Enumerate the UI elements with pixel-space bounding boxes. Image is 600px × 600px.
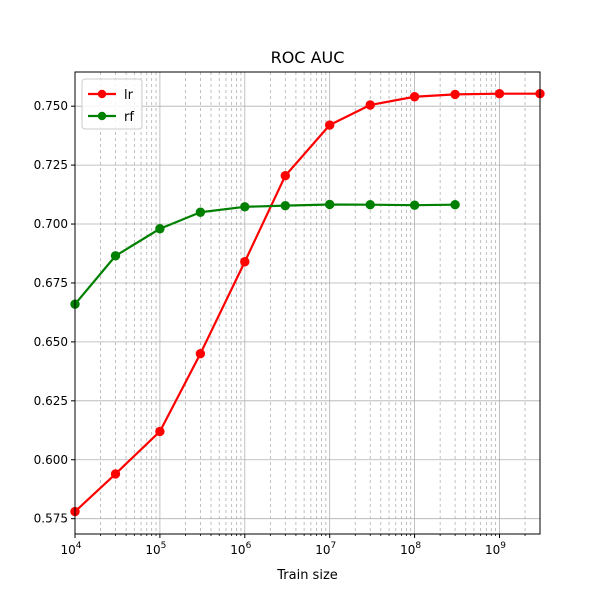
data-point-lr (324, 120, 335, 130)
series-layer (70, 88, 545, 517)
x-tick-label: 108 (400, 541, 421, 557)
x-tick-label: 109 (485, 541, 506, 557)
data-point-rf (280, 200, 291, 211)
data-point-rf (324, 199, 335, 210)
y-tick-label: 0.575 (34, 512, 68, 526)
x-tick-exponent: 9 (500, 541, 506, 551)
legend: lr rf (81, 78, 143, 130)
data-point-lr (494, 88, 505, 99)
x-tick-mantissa: 10 (145, 543, 160, 557)
y-tick-label: 0.725 (34, 158, 68, 172)
legend-label: rf (124, 110, 134, 125)
data-point-lr (155, 426, 165, 437)
series-rf (70, 199, 460, 309)
series-line-lr (74, 92, 540, 513)
x-tick-exponent: 7 (330, 541, 336, 551)
x-tick-mantissa: 10 (485, 543, 500, 557)
y-tick-label: 0.650 (34, 335, 68, 349)
x-tick-label: 106 (230, 541, 251, 557)
legend-swatch-marker (97, 111, 107, 121)
x-tick-exponent: 4 (76, 541, 82, 551)
data-point-lr (365, 100, 375, 110)
data-point-lr (110, 469, 121, 479)
plot-frame (74, 71, 541, 535)
data-point-lr (195, 348, 206, 359)
x-tick-exponent: 8 (415, 541, 421, 551)
x-tick-mantissa: 10 (60, 543, 75, 557)
y-tick-label: 0.675 (34, 276, 68, 290)
data-point-lr (409, 92, 420, 102)
data-point-rf (450, 200, 460, 210)
ticks: 0.575 0.600 0.625 0.650 0.675 0.700 0.725 0.750… (34, 99, 526, 557)
x-tick-label: 105 (145, 541, 166, 557)
series-line-rf (74, 203, 456, 305)
x-tick-exponent: 6 (246, 541, 252, 551)
y-tick-label: 0.625 (34, 394, 68, 408)
x-tick-mantissa: 10 (315, 543, 330, 557)
data-point-lr (280, 171, 291, 181)
x-tick-label: 107 (315, 541, 336, 557)
data-point-rf (155, 224, 165, 234)
x-tick-exponent: 5 (161, 541, 167, 551)
chart-title: ROC AUC (271, 48, 345, 67)
y-tick-label: 0.750 (34, 99, 68, 113)
y-tick-label: 0.600 (34, 453, 68, 467)
x-axis-title: Train size (276, 568, 338, 583)
grid (74, 72, 540, 534)
data-point-rf (365, 200, 375, 210)
data-point-rf (409, 200, 420, 210)
x-tick-label: 104 (60, 541, 81, 557)
x-tick-mantissa: 10 (230, 543, 245, 557)
x-tick-mantissa: 10 (400, 543, 415, 557)
data-point-lr (450, 89, 460, 100)
series-lr (70, 88, 545, 517)
data-point-lr (240, 257, 250, 267)
data-point-rf (195, 207, 206, 217)
legend-label: lr (124, 88, 134, 103)
y-tick-label: 0.700 (34, 217, 68, 231)
data-point-rf (240, 202, 250, 212)
legend-swatch-marker (97, 89, 107, 99)
data-point-rf (110, 251, 121, 261)
